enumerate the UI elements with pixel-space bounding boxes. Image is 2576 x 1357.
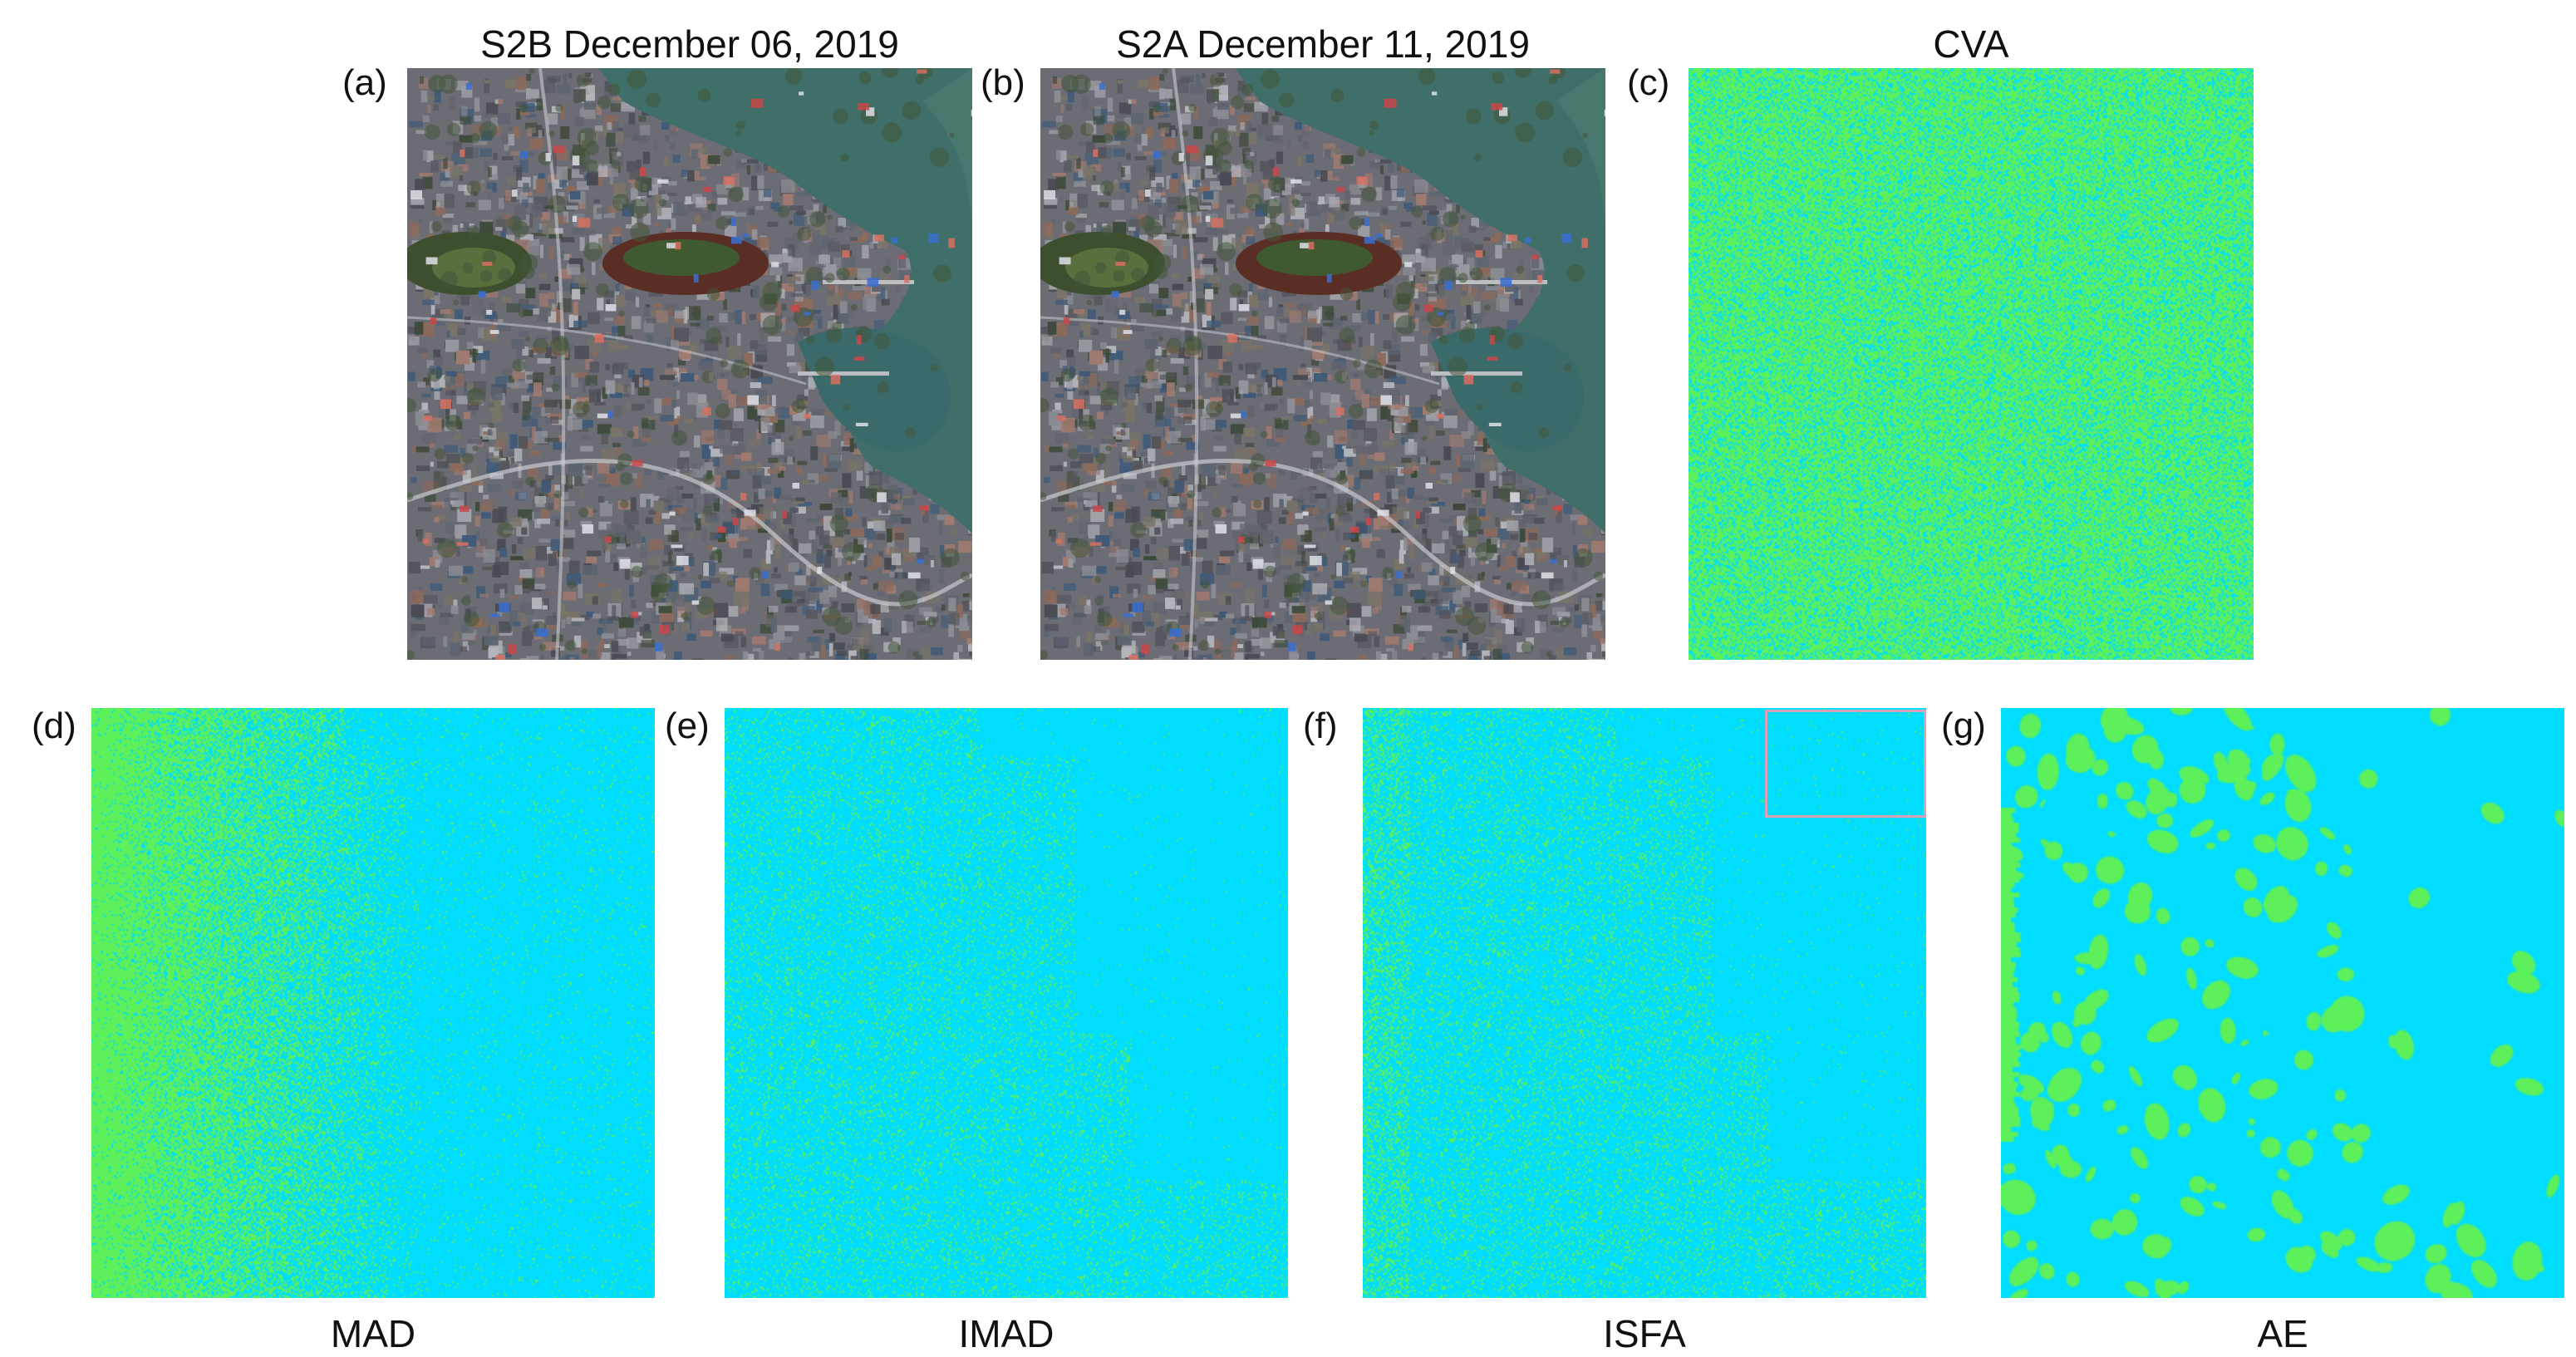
panel-caption-g: AE	[2257, 1312, 2308, 1355]
zoom-region-box	[1765, 710, 1926, 818]
panel-label-g: (g)	[1941, 706, 1986, 746]
change-map-e	[725, 708, 1288, 1298]
panel-label-a: (a)	[342, 62, 387, 103]
change-map-d	[91, 708, 655, 1298]
panel-caption-e: IMAD	[958, 1312, 1054, 1355]
panel-label-e: (e)	[665, 706, 710, 746]
change-map-f	[1363, 708, 1926, 1298]
panel-caption-f: ISFA	[1603, 1312, 1686, 1355]
panel-label-f: (f)	[1303, 706, 1338, 746]
satellite-image-a	[407, 68, 972, 660]
panel-label-b: (b)	[981, 62, 1025, 103]
panel-caption-d: MAD	[330, 1312, 416, 1355]
panel-label-d: (d)	[32, 706, 76, 746]
change-map-c	[1689, 68, 2254, 660]
panel-title-a: S2B December 06, 2019	[480, 22, 899, 66]
panel-label-c: (c)	[1627, 62, 1670, 103]
change-map-g	[2001, 708, 2564, 1298]
panel-title-b: S2A December 11, 2019	[1116, 22, 1530, 66]
satellite-image-b	[1040, 68, 1605, 660]
panel-title-c: CVA	[1933, 22, 2009, 66]
